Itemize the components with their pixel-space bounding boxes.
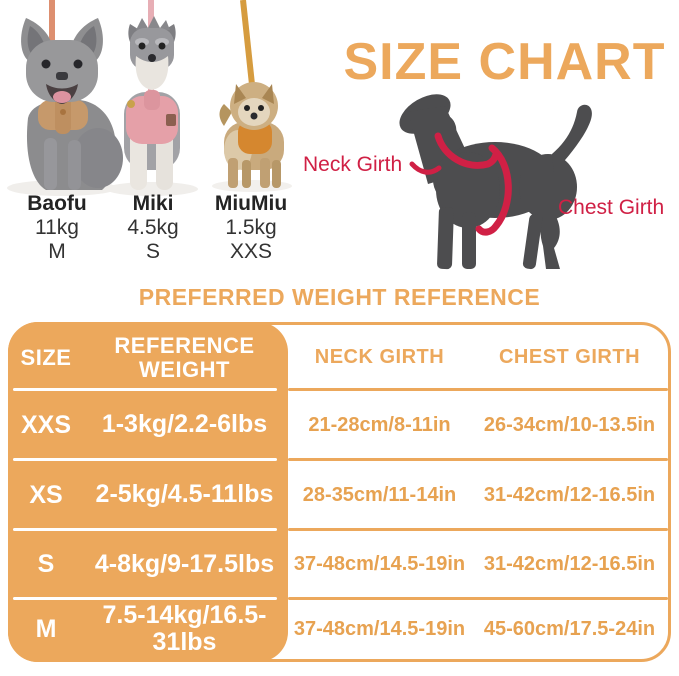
col-header-size: SIZE — [20, 344, 72, 370]
cell-chest-girth: 31-42cm/12-16.5in — [483, 483, 656, 506]
cell-size: S — [37, 550, 55, 578]
cell-size: XS — [29, 480, 63, 509]
cell-chest-girth: 45-60cm/17.5-24in — [483, 617, 656, 640]
dog-name: MiuMiu — [214, 192, 288, 215]
cell-chest-girth: 26-34cm/10-13.5in — [483, 413, 656, 436]
cell-reference-weight: 7.5-14kg/16.5-31lbs — [102, 600, 267, 656]
cell-reference-weight: 2-5kg/4.5-11lbs — [95, 480, 274, 509]
cell-size: XXS — [20, 410, 72, 439]
cell-neck-girth: 37-48cm/14.5-19in — [293, 553, 466, 575]
chest-girth-label: Chest Girth — [558, 196, 665, 219]
yorkie-illustration — [219, 82, 284, 188]
col-header-reference-weight: REFERENCE WEIGHT — [114, 333, 255, 382]
dog-silhouette — [399, 94, 592, 270]
dog-weight: 4.5kg — [127, 216, 179, 239]
row-divider — [13, 597, 277, 600]
table-left-panel — [8, 322, 288, 662]
dog-size: XXS — [229, 240, 273, 263]
cell-reference-weight: 4-8kg/9-17.5lbs — [94, 549, 275, 578]
dog-label-miumiu: MiuMiu 1.5kg XXS — [199, 192, 303, 264]
row-divider — [288, 597, 668, 600]
cell-size: M — [35, 614, 57, 643]
neck-label-pointer — [409, 161, 442, 175]
neck-girth-ring — [434, 132, 500, 169]
cell-neck-girth: 37-48cm/14.5-19in — [293, 617, 466, 640]
page-title: SIZE CHART — [343, 33, 666, 91]
dog-name: Baofu — [27, 192, 87, 215]
table-grid: SIZE REFERENCE WEIGHT NECK GIRTH CHEST G… — [11, 325, 668, 659]
row-divider — [13, 388, 277, 391]
col-header-neck-girth: NECK GIRTH — [314, 346, 445, 368]
schnauzer-illustration — [124, 16, 180, 190]
cell-neck-girth: 21-28cm/8-11in — [308, 413, 451, 436]
neck-girth-label: Neck Girth — [303, 153, 403, 176]
size-chart-table: SIZE REFERENCE WEIGHT NECK GIRTH CHEST G… — [8, 322, 671, 662]
row-divider — [288, 528, 668, 531]
row-divider — [288, 388, 668, 391]
chest-girth-ring — [475, 144, 512, 236]
french-bulldog-illustration — [21, 18, 123, 190]
floor-shadow — [106, 182, 198, 196]
dog-size: S — [145, 240, 160, 263]
row-divider — [288, 458, 668, 461]
row-divider — [13, 528, 277, 531]
cell-neck-girth: 28-35cm/11-14in — [302, 483, 457, 506]
col-header-chest-girth: CHEST GIRTH — [498, 346, 641, 368]
dog-label-miki: Miki 4.5kg S — [101, 192, 205, 264]
row-divider — [13, 458, 277, 461]
section-heading: PREFERRED WEIGHT REFERENCE — [138, 284, 541, 310]
dogs-photo: Baofu 11kg M Miki 4.5kg S MiuMiu 1.5kg X… — [0, 0, 300, 270]
dog-name: Miki — [132, 192, 174, 215]
cell-chest-girth: 31-42cm/12-16.5in — [483, 553, 656, 575]
dogs-photo-illustration — [7, 0, 292, 196]
dog-measurement-diagram — [399, 94, 592, 270]
dog-weight: 11kg — [35, 216, 79, 239]
dog-weight: 1.5kg — [225, 216, 277, 239]
dog-label-baofu: Baofu 11kg M — [5, 192, 109, 264]
dog-size: M — [48, 240, 66, 263]
cell-reference-weight: 1-3kg/2.2-6lbs — [101, 410, 268, 439]
